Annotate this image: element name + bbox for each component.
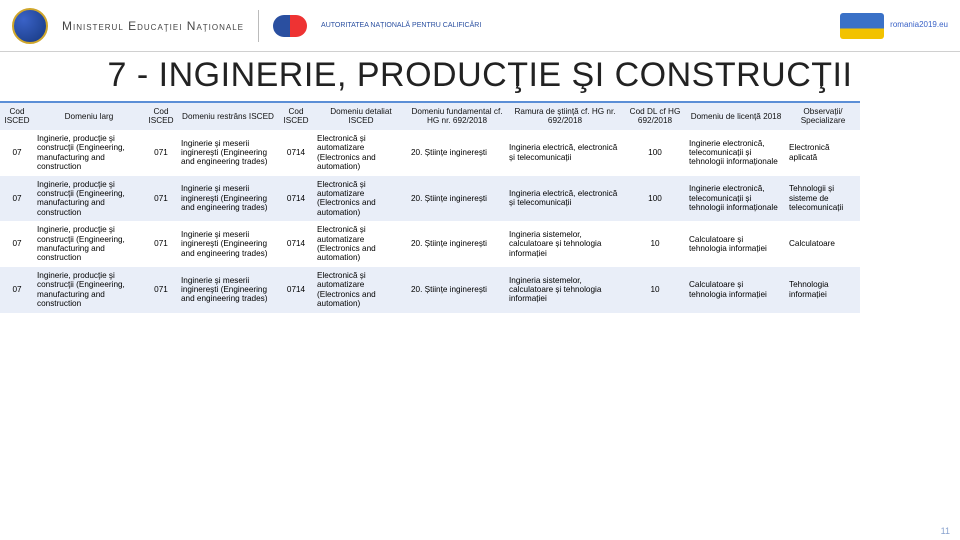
col-header: Cod DL cf HG 692/2018 [624, 101, 686, 130]
col-header: Domeniu detaliat ISCED [314, 101, 408, 130]
table-cell: Inginerie şi meserii inginereşti (Engine… [178, 176, 278, 222]
table-cell: Calculatoare și tehnologia informației [686, 267, 786, 313]
table-row: 07Inginerie, producţie şi construcţii (E… [0, 221, 960, 267]
table-cell: Calculatoare și tehnologia informației [686, 221, 786, 267]
table-cell: 0714 [278, 221, 314, 267]
table-cell: Inginerie electronică, telecomunicații ș… [686, 130, 786, 176]
table-cell: 20. Științe inginerești [408, 267, 506, 313]
ro2019-label: romania2019.eu [890, 21, 948, 30]
table-cell: Inginerie electronică, telecomunicații ș… [686, 176, 786, 222]
table-cell: Inginerie şi meserii inginereşti (Engine… [178, 267, 278, 313]
header-bar: Ministerul Educaţiei Naţionale AUTORITAT… [0, 0, 960, 52]
table-cell: 0714 [278, 267, 314, 313]
table-cell: 07 [0, 221, 34, 267]
table-cell: 07 [0, 267, 34, 313]
table-cell: Electronică și automatizare (Electronics… [314, 176, 408, 222]
col-header: Domeniu de licență 2018 [686, 101, 786, 130]
table-cell: Inginerie, producţie şi construcţii (Eng… [34, 267, 144, 313]
table-row: 07Inginerie, producţie şi construcţii (E… [0, 130, 960, 176]
table-cell: 071 [144, 221, 178, 267]
table-cell: 071 [144, 130, 178, 176]
page-title: 7 - INGINERIE, PRODUCŢIE ŞI CONSTRUCŢII [0, 52, 960, 101]
table-cell: Inginerie, producţie şi construcţii (Eng… [34, 176, 144, 222]
table-cell: Inginerie, producţie şi construcţii (Eng… [34, 130, 144, 176]
col-header: Domeniu restrâns ISCED [178, 101, 278, 130]
col-header: Domeniu larg [34, 101, 144, 130]
table-cell: 0714 [278, 176, 314, 222]
table-cell: Ingineria sistemelor, calculatoare și te… [506, 267, 624, 313]
data-table: Cod ISCED Domeniu larg Cod ISCED Domeniu… [0, 101, 960, 130]
table-cell: 10 [624, 221, 686, 267]
col-header: Domeniu fundamental cf. HG nr. 692/2018 [408, 101, 506, 130]
table-row: 07Inginerie, producţie şi construcţii (E… [0, 267, 960, 313]
col-header: Observații/ Specializare [786, 101, 860, 130]
table-cell: Inginerie şi meserii inginereşti (Engine… [178, 130, 278, 176]
ro2019-block: romania2019.eu [840, 13, 948, 39]
table-cell: 071 [144, 176, 178, 222]
table-cell: 10 [624, 267, 686, 313]
col-header: Cod ISCED [144, 101, 178, 130]
table-cell: Inginerie şi meserii inginereşti (Engine… [178, 221, 278, 267]
table-cell: Electronică și automatizare (Electronics… [314, 130, 408, 176]
table-cell: Calculatoare [786, 221, 860, 267]
table-cell: 20. Științe inginerești [408, 221, 506, 267]
table-cell: 20. Științe inginerești [408, 130, 506, 176]
divider-icon [258, 10, 259, 42]
table-cell: Electronică aplicată [786, 130, 860, 176]
table-cell: 100 [624, 130, 686, 176]
anc-logo-icon [273, 15, 307, 37]
table-cell: Electronică și automatizare (Electronics… [314, 267, 408, 313]
ro2019-logo-icon [840, 13, 884, 39]
table-cell: 100 [624, 176, 686, 222]
page-number: 11 [941, 526, 950, 536]
table-cell: Ingineria sistemelor, calculatoare și te… [506, 221, 624, 267]
table-cell: 0714 [278, 130, 314, 176]
gov-crest-icon [12, 8, 48, 44]
table-cell: Tehnologii și sisteme de telecomunicații [786, 176, 860, 222]
table-cell: Electronică și automatizare (Electronics… [314, 221, 408, 267]
table-cell: 07 [0, 176, 34, 222]
ministry-label: Ministerul Educaţiei Naţionale [62, 19, 244, 33]
anc-label: AUTORITATEA NAȚIONALĂ PENTRU CALIFICĂRI [321, 22, 481, 30]
table-cell: Ingineria electrică, electronică și tele… [506, 130, 624, 176]
table-cell: Tehnologia informației [786, 267, 860, 313]
table-cell: Ingineria electrică, electronică și tele… [506, 176, 624, 222]
table-cell: Inginerie, producţie şi construcţii (Eng… [34, 221, 144, 267]
table-cell: 07 [0, 130, 34, 176]
table-row: 07Inginerie, producţie şi construcţii (E… [0, 176, 960, 222]
col-header: Cod ISCED [278, 101, 314, 130]
table-cell: 071 [144, 267, 178, 313]
table-cell: 20. Științe inginerești [408, 176, 506, 222]
col-header: Cod ISCED [0, 101, 34, 130]
col-header: Ramura de știință cf. HG nr. 692/2018 [506, 101, 624, 130]
